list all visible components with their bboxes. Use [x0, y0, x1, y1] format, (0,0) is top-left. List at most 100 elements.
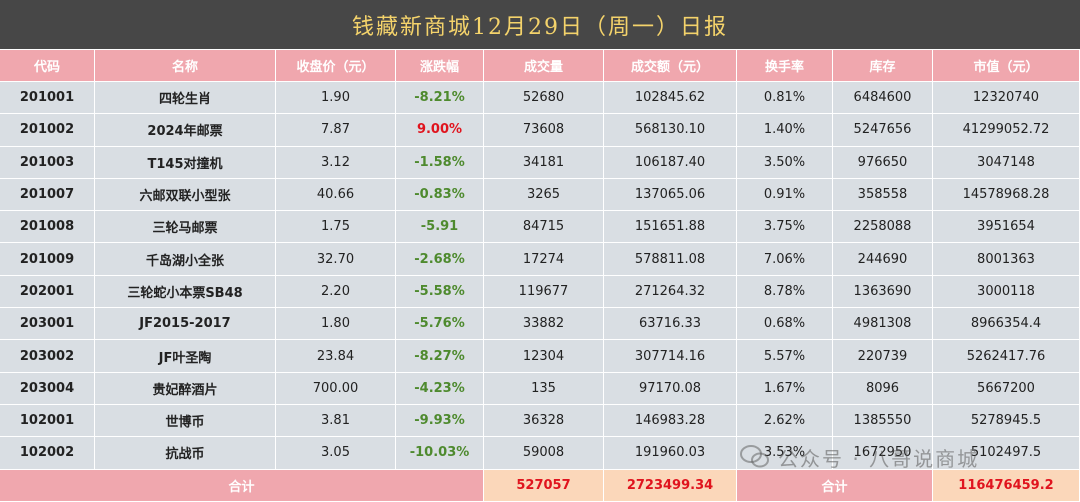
cell-change: -8.21% — [396, 82, 484, 115]
cell-volume: 119677 — [484, 275, 604, 309]
cell-change: -5.91 — [396, 211, 484, 244]
total-row: 合计 527057 2723499.34 合计 116476459.2 — [0, 469, 1080, 502]
total-cap: 116476459.2 — [933, 469, 1080, 502]
cell-close: 700.00 — [276, 372, 396, 405]
watermark: 公众号 · 八哥说商城 — [740, 443, 979, 471]
cell-name: 世博币 — [95, 404, 276, 438]
cell-stock: 1363690 — [833, 275, 933, 309]
cell-volume: 17274 — [484, 243, 604, 276]
cell-cap: 14578968.28 — [933, 178, 1080, 212]
cell-cap: 3000118 — [933, 275, 1080, 309]
cell-code: 203004 — [0, 372, 95, 405]
cell-amount: 578811.08 — [604, 243, 737, 276]
cell-name: 四轮生肖 — [95, 82, 276, 115]
cell-cap: 41299052.72 — [933, 114, 1080, 147]
cell-close: 7.87 — [276, 114, 396, 147]
column-header-amount: 成交额（元） — [604, 50, 737, 82]
cell-cap: 12320740 — [933, 82, 1080, 115]
table-row: 201008 三轮马邮票 1.75 -5.91 84715 151651.88 3.75% 2… — [0, 211, 1080, 244]
total-amount: 2723499.34 — [604, 469, 737, 502]
cell-close: 3.12 — [276, 146, 396, 179]
cell-close: 40.66 — [276, 178, 396, 212]
cell-code: 201007 — [0, 178, 95, 212]
table-row: 203001 JF2015-2017 1.80 -5.76% 33882 63716.33… — [0, 308, 1080, 341]
cell-code: 203001 — [0, 308, 95, 341]
cell-cap: 5102497.5 — [933, 437, 1080, 470]
cell-turnover: 3.75% — [737, 211, 833, 244]
table-row: 201003 T145对撞机 3.12 -1.58% 34181 106187.40 3.5… — [0, 146, 1080, 179]
cell-code: 201008 — [0, 211, 95, 244]
cell-name: JF2015-2017 — [95, 308, 276, 341]
cell-volume: 12304 — [484, 340, 604, 373]
cell-amount: 307714.16 — [604, 340, 737, 373]
cell-stock: 6484600 — [833, 82, 933, 115]
cell-code: 203002 — [0, 340, 95, 373]
cell-code: 201009 — [0, 243, 95, 276]
cell-name: JF叶圣陶 — [95, 340, 276, 373]
cell-cap: 8966354.4 — [933, 308, 1080, 341]
cell-change: -2.68% — [396, 243, 484, 276]
cell-change: 9.00% — [396, 114, 484, 147]
cell-amount: 151651.88 — [604, 211, 737, 244]
cell-turnover: 1.40% — [737, 114, 833, 147]
cell-change: -1.58% — [396, 146, 484, 179]
cell-code: 201002 — [0, 114, 95, 147]
cell-turnover: 8.78% — [737, 275, 833, 309]
column-header-code: 代码 — [0, 50, 95, 82]
cell-name: T145对撞机 — [95, 146, 276, 179]
cell-cap: 5667200 — [933, 372, 1080, 405]
cell-amount: 568130.10 — [604, 114, 737, 147]
cell-close: 32.70 — [276, 243, 396, 276]
cell-turnover: 0.68% — [737, 308, 833, 341]
table-row: 202001 三轮蛇小本票SB48 2.20 -5.58% 119677 271264.3… — [0, 275, 1080, 309]
cell-turnover: 7.06% — [737, 243, 833, 276]
cell-stock: 220739 — [833, 340, 933, 373]
daily-report-table: 代码 名称 收盘价（元） 涨跌幅 成交量 成交额（元） 换手率 库存 市值（元）… — [0, 50, 1080, 502]
cell-change: -5.76% — [396, 308, 484, 341]
cell-change: -10.03% — [396, 437, 484, 470]
cell-change: -8.27% — [396, 340, 484, 373]
cell-volume: 36328 — [484, 404, 604, 438]
cell-stock: 4981308 — [833, 308, 933, 341]
cell-close: 23.84 — [276, 340, 396, 373]
cell-close: 1.80 — [276, 308, 396, 341]
cell-name: 三轮蛇小本票SB48 — [95, 275, 276, 309]
cell-name: 千岛湖小全张 — [95, 243, 276, 276]
table-row: 201002 2024年邮票 7.87 9.00% 73608 568130.10 1.40… — [0, 114, 1080, 147]
cell-turnover: 3.50% — [737, 146, 833, 179]
cell-amount: 271264.32 — [604, 275, 737, 309]
column-header-volume: 成交量 — [484, 50, 604, 82]
cell-name: 六邮双联小型张 — [95, 178, 276, 212]
cell-volume: 135 — [484, 372, 604, 405]
cell-stock: 5247656 — [833, 114, 933, 147]
cell-amount: 137065.06 — [604, 178, 737, 212]
cell-turnover: 0.91% — [737, 178, 833, 212]
table-row: 203004 贵妃醉酒片 700.00 -4.23% 135 97170.08 1.67% 8… — [0, 372, 1080, 405]
cell-cap: 5278945.5 — [933, 404, 1080, 438]
table-row: 201007 六邮双联小型张 40.66 -0.83% 3265 137065.06 0.9… — [0, 178, 1080, 212]
cell-turnover: 5.57% — [737, 340, 833, 373]
cell-cap: 3047148 — [933, 146, 1080, 179]
cell-volume: 3265 — [484, 178, 604, 212]
report-title: 钱藏新商城12月29日（周一）日报 — [352, 14, 728, 40]
column-header-close: 收盘价（元） — [276, 50, 396, 82]
cell-cap: 3951654 — [933, 211, 1080, 244]
cell-change: -0.83% — [396, 178, 484, 212]
cell-stock: 1672950 — [833, 437, 933, 470]
cell-code: 201003 — [0, 146, 95, 179]
cell-change: -9.93% — [396, 404, 484, 438]
cell-amount: 97170.08 — [604, 372, 737, 405]
cell-volume: 33882 — [484, 308, 604, 341]
cell-amount: 146983.28 — [604, 404, 737, 438]
cell-code: 102001 — [0, 404, 95, 438]
cell-cap: 8001363 — [933, 243, 1080, 276]
cell-code: 201001 — [0, 82, 95, 115]
table-header-row: 代码 名称 收盘价（元） 涨跌幅 成交量 成交额（元） 换手率 库存 市值（元） — [0, 50, 1080, 82]
cell-close: 2.20 — [276, 275, 396, 309]
column-header-cap: 市值（元） — [933, 50, 1080, 82]
total-volume: 527057 — [484, 469, 604, 502]
table-row: 102002 抗战币 3.05 -10.03% 59008 191960.03 3.53% 1… — [0, 437, 1080, 470]
total-label-2: 合计 — [737, 469, 933, 502]
table-row: 201009 千岛湖小全张 32.70 -2.68% 17274 578811.08 7.0… — [0, 243, 1080, 276]
cell-volume: 84715 — [484, 211, 604, 244]
